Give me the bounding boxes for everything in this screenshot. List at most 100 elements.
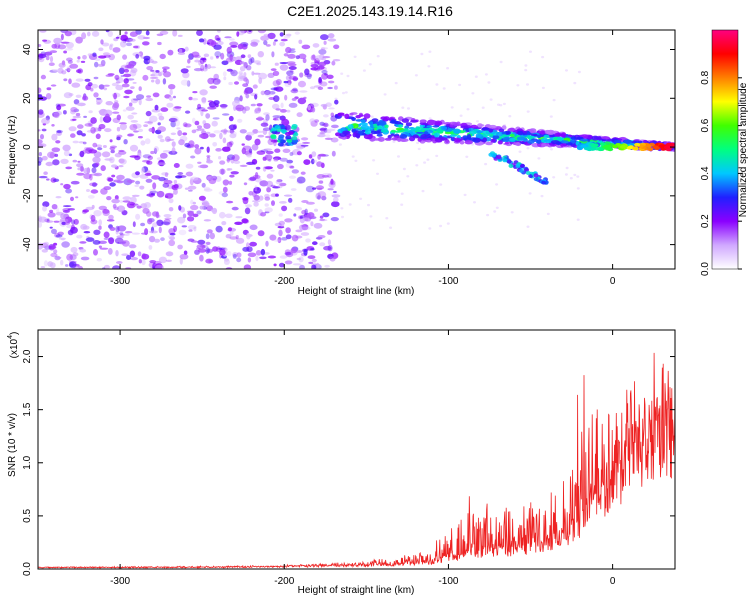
noise-blob	[164, 172, 169, 177]
signal-blob	[459, 140, 465, 145]
noise-blob	[55, 103, 61, 107]
noise-blob	[330, 112, 335, 118]
noise-blob	[226, 141, 233, 148]
signal-blob	[373, 123, 378, 128]
scatter-blob	[541, 86, 545, 90]
noise-blob	[135, 94, 145, 100]
noise-blob	[66, 67, 71, 73]
noise-blob	[103, 264, 110, 269]
noise-blob	[98, 240, 107, 244]
noise-blob	[233, 252, 239, 255]
noise-blob	[73, 99, 80, 105]
scatter-blob	[344, 91, 348, 94]
noise-blob	[275, 193, 279, 197]
noise-blob	[83, 231, 91, 234]
noise-blob	[317, 134, 326, 138]
noise-blob	[140, 222, 146, 227]
noise-blob	[107, 30, 114, 37]
signal-blob	[496, 155, 502, 160]
noise-blob	[196, 30, 203, 36]
noise-blob	[318, 180, 324, 184]
signal-blob	[449, 134, 457, 137]
noise-blob	[307, 212, 315, 219]
signal-blob	[347, 124, 354, 130]
noise-blob	[207, 176, 214, 181]
noise-blob	[279, 182, 287, 187]
noise-blob	[109, 226, 116, 231]
noise-blob	[309, 118, 316, 124]
scatter-blob	[529, 50, 532, 53]
noise-blob	[328, 80, 335, 84]
noise-blob	[281, 118, 290, 126]
noise-blob	[237, 43, 244, 50]
noise-blob	[142, 154, 152, 159]
noise-blob	[192, 213, 199, 218]
signal-blob	[550, 140, 560, 145]
signal-blob	[533, 177, 539, 182]
noise-blob	[318, 153, 327, 157]
noise-blob	[108, 237, 115, 245]
noise-blob	[41, 117, 50, 125]
noise-blob	[98, 84, 105, 90]
signal-blob	[285, 135, 292, 140]
noise-blob	[263, 112, 270, 116]
noise-blob	[266, 173, 274, 179]
noise-blob	[299, 216, 304, 219]
noise-blob	[156, 33, 164, 37]
scatter-blob	[439, 224, 443, 228]
noise-blob	[215, 148, 222, 152]
noise-blob	[48, 62, 55, 66]
noise-blob	[233, 160, 241, 164]
noise-blob	[65, 48, 74, 51]
noise-blob	[104, 128, 112, 133]
noise-blob	[45, 55, 50, 61]
noise-blob	[158, 256, 167, 264]
noise-blob	[146, 95, 152, 98]
noise-blob	[154, 238, 160, 243]
noise-blob	[203, 53, 210, 58]
signal-blob	[492, 135, 500, 139]
noise-blob	[71, 82, 81, 88]
noise-blob	[290, 89, 299, 94]
noise-blob	[38, 221, 43, 228]
noise-blob	[327, 33, 335, 39]
noise-blob	[75, 112, 81, 117]
colorbar-tick-label: 0.6	[700, 118, 711, 132]
noise-blob	[81, 32, 87, 40]
noise-blob	[53, 249, 58, 254]
colorbar: 0.0 0.2 0.4 0.6 0.8 Normalized spectral ampl…	[700, 29, 749, 276]
signal-blob	[583, 146, 590, 151]
noise-blob	[226, 46, 232, 54]
noise-blob	[148, 128, 154, 132]
noise-blob	[262, 127, 271, 131]
noise-blob	[286, 70, 294, 76]
signal-blob	[652, 145, 659, 149]
signal-blob	[432, 125, 440, 128]
noise-blob	[61, 70, 67, 75]
noise-blob	[219, 132, 223, 140]
noise-blob	[164, 219, 171, 223]
scatter-blob	[526, 225, 530, 228]
noise-blob	[291, 169, 299, 174]
signal-blob	[533, 173, 539, 178]
noise-blob	[211, 120, 218, 127]
noise-blob	[83, 167, 90, 175]
noise-blob	[156, 190, 165, 198]
noise-blob	[235, 104, 245, 112]
spectrogram-x-label: Height of straight line (km)	[298, 286, 415, 297]
noise-blob	[237, 118, 243, 123]
signal-blob	[401, 118, 410, 123]
noise-blob	[123, 73, 132, 78]
signal-blob	[481, 127, 491, 132]
noise-blob	[286, 33, 292, 37]
noise-blob	[270, 68, 277, 71]
scatter-blob	[565, 166, 569, 170]
noise-blob	[137, 128, 144, 133]
noise-blob	[70, 196, 74, 202]
signal-blob	[342, 130, 351, 135]
noise-blob	[118, 149, 125, 152]
noise-blob	[327, 38, 337, 42]
noise-blob	[95, 144, 103, 148]
noise-blob	[257, 134, 265, 138]
noise-blob	[165, 251, 174, 257]
